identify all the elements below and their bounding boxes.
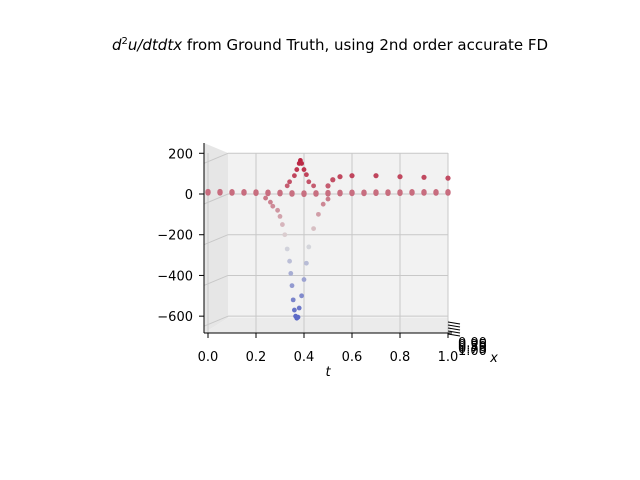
point-band-5-12	[349, 189, 355, 195]
point-band-5-3	[241, 189, 247, 195]
scatter-points	[205, 158, 451, 321]
point-band-5-14	[373, 189, 379, 195]
point-peak-10	[311, 183, 316, 189]
point-trough-1	[268, 199, 273, 205]
point-trough-8	[287, 258, 292, 264]
y-tick-mark-2	[447, 327, 461, 331]
point-trough-22	[316, 211, 321, 217]
point-peak-7	[287, 179, 292, 185]
y-tick-label-3: 0.75	[458, 342, 487, 357]
x-tick-label-5: 1.0	[438, 350, 459, 365]
point-trough-19	[304, 260, 309, 266]
point-band-5-9	[313, 190, 319, 196]
chart-title: d2u/dtdtx from Ground Truth, using 2nd o…	[112, 36, 548, 54]
point-upper-4	[373, 173, 379, 179]
point-band-5-15	[385, 189, 391, 195]
point-band-5-7	[289, 190, 295, 196]
point-peak-1	[294, 167, 300, 172]
point-peak-8	[306, 179, 312, 185]
point-upper-2	[337, 174, 343, 180]
point-trough-7	[284, 246, 290, 252]
point-upper-1	[330, 177, 336, 183]
point-band-5-6	[277, 189, 283, 195]
point-band-5-18	[421, 189, 427, 195]
point-trough-2	[270, 203, 276, 209]
point-band-5-11	[337, 189, 343, 195]
point-peak-4	[299, 161, 304, 166]
x-axis-label: t	[325, 365, 331, 380]
x-tick-label-2: 0.4	[294, 350, 315, 365]
point-trough-18	[301, 277, 307, 282]
point-upper-6	[421, 174, 427, 180]
point-upper-7	[445, 175, 451, 181]
point-trough-11	[290, 297, 296, 303]
point-trough-6	[282, 232, 288, 238]
y-tick-label-0: 0.00	[458, 336, 487, 351]
point-trough-15	[295, 314, 301, 320]
floor-pane	[204, 318, 452, 333]
y-tick-mark-1	[447, 324, 461, 328]
point-peak-9	[284, 183, 290, 189]
point-band-5-13	[361, 189, 367, 195]
grid-lines	[203, 152, 449, 333]
axis-lines	[203, 143, 452, 334]
point-band-5-17	[409, 189, 415, 195]
x-tick-label-0: 0.0	[198, 350, 219, 365]
x-tick-label-3: 0.6	[342, 350, 363, 365]
point-upper-3	[349, 173, 355, 179]
axes-panes	[204, 143, 452, 333]
point-trough-10	[289, 283, 295, 289]
point-band-5-19	[433, 189, 439, 195]
point-trough-20	[306, 244, 312, 250]
point-band-5-2	[229, 189, 235, 195]
z-tick-label-2: −200	[157, 229, 193, 244]
point-upper-0	[325, 183, 331, 189]
point-band-5-4	[253, 189, 259, 195]
y-axis-collapsed-ticks: 0.000.250.500.751.00	[447, 321, 487, 359]
point-trough-9	[288, 271, 294, 276]
z-tick-label-0: 200	[168, 147, 193, 162]
z-tick-label-3: −400	[157, 269, 193, 284]
z-axis-ticks: 200 0 −200 −400 −600	[157, 147, 204, 325]
point-band-5-1	[217, 188, 223, 195]
x-tick-label-4: 0.8	[390, 350, 411, 365]
point-band-5-5	[265, 189, 271, 195]
point-band-5-8	[301, 190, 307, 196]
point-band-5-10	[325, 189, 331, 196]
point-band-5-0	[205, 188, 211, 195]
point-band-5-20	[445, 189, 451, 195]
y-tick-mark-0	[447, 321, 461, 325]
point-trough-16	[296, 305, 302, 311]
y-tick-mark-3	[447, 330, 461, 334]
y-tick-label-4: 1.00	[458, 344, 487, 359]
point-peak-0	[292, 173, 297, 179]
point-upper-5	[397, 174, 403, 180]
x-axis-ticks: 0.0 0.2 0.4 0.6 0.8 1.0	[198, 333, 459, 365]
x-tick-label-1: 0.2	[246, 350, 267, 365]
point-peak-5	[301, 167, 307, 172]
y-tick-mark-4	[447, 333, 461, 337]
point-trough-21	[311, 226, 316, 232]
z-tick-label-1: 0	[185, 188, 193, 203]
point-trough-24	[325, 196, 331, 202]
point-peak-6	[304, 172, 309, 178]
point-trough-4	[277, 213, 283, 219]
point-band-5-16	[397, 189, 403, 195]
y-axis-label: x	[489, 351, 498, 366]
point-trough-0	[263, 195, 268, 201]
y-tick-label-2: 0.50	[458, 340, 487, 355]
point-trough-23	[320, 201, 326, 207]
point-trough-3	[275, 207, 280, 213]
y-tick-label-1: 0.25	[458, 338, 487, 353]
point-trough-5	[280, 222, 285, 227]
point-trough-17	[299, 293, 304, 299]
point-trough-12	[292, 307, 297, 313]
z-tick-label-4: −600	[157, 310, 193, 325]
